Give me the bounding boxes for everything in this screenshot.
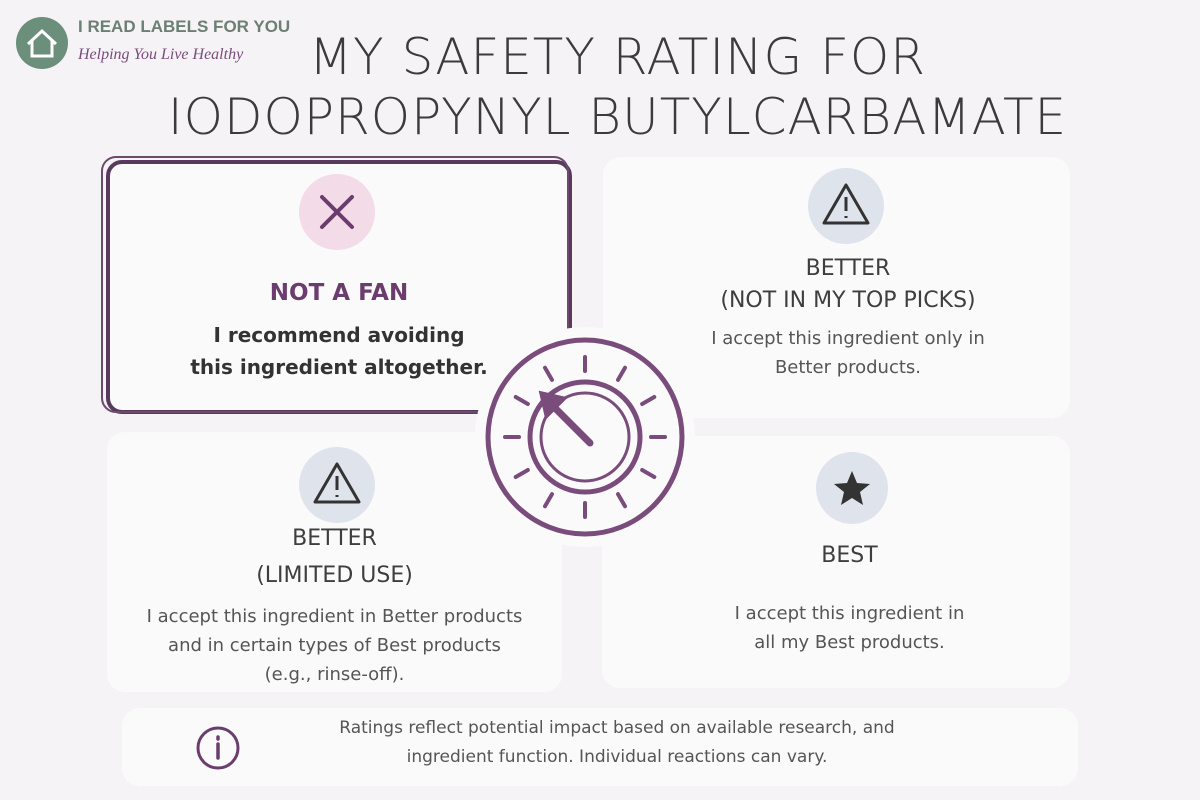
- warning-icon: [808, 168, 884, 244]
- footer-box: [122, 708, 1078, 786]
- card-description: this ingredient altogether.: [190, 355, 488, 379]
- card-description: Better products.: [774, 357, 922, 378]
- dial-tick: [513, 395, 530, 406]
- footer-text: Ratings reflect potential impact based o…: [339, 718, 895, 738]
- dial-tick: [616, 492, 627, 509]
- card-description: I accept this ingredient only in: [711, 328, 985, 349]
- card-description: all my Best products.: [754, 632, 945, 653]
- card-heading: BETTER: [292, 526, 377, 551]
- dial-tick: [513, 468, 530, 479]
- card-description: I accept this ingredient in: [734, 603, 965, 624]
- footer-text: ingredient function. Individual reaction…: [406, 747, 828, 767]
- logo-icon: [16, 17, 68, 69]
- info-icon: [196, 726, 240, 770]
- title: IODOPROPYNYL BUTYLCARBAMATE: [167, 88, 1068, 146]
- card-heading: BEST: [821, 543, 878, 568]
- dial: [475, 327, 695, 547]
- card-description: and in certain types of Best products: [168, 635, 501, 656]
- card-highlight-shadow: [101, 156, 569, 413]
- card-heading: NOT A FAN: [269, 280, 409, 306]
- logo-tagline: Helping You Live Healthy: [78, 46, 244, 63]
- warning-icon: [299, 447, 375, 523]
- dial-tick: [640, 395, 657, 406]
- logo-house: [26, 28, 58, 58]
- card-heading: (LIMITED USE): [256, 563, 413, 588]
- card-heading: BETTER: [805, 256, 891, 281]
- star-icon: [816, 452, 888, 524]
- card-description: I recommend avoiding: [213, 323, 465, 347]
- dial-tick: [616, 365, 627, 382]
- logo-name: I READ LABELS FOR YOU: [78, 17, 291, 36]
- x-icon: [320, 195, 354, 229]
- title: MY SAFETY RATING FOR: [309, 28, 926, 86]
- dial-tick: [543, 365, 554, 382]
- dial-tick: [640, 468, 657, 479]
- card-description: I accept this ingredient in Better produ…: [146, 606, 523, 627]
- dial-tick: [543, 492, 554, 509]
- card-description: (e.g., rinse-off).: [264, 664, 405, 685]
- card-heading: (NOT IN MY TOP PICKS): [720, 288, 976, 313]
